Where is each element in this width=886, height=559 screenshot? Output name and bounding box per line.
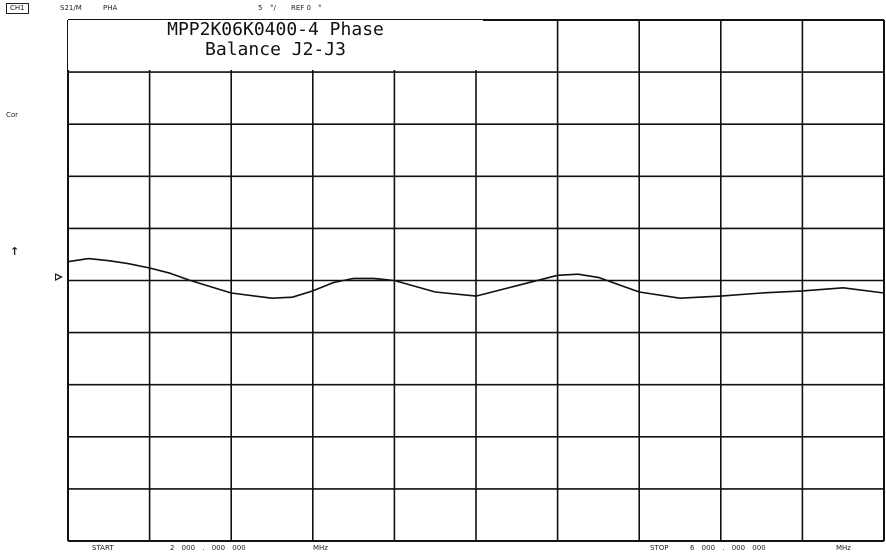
trace-line-0 (67, 257, 885, 300)
scale-unit: °/ (270, 4, 276, 12)
format-label: PHA (103, 4, 118, 12)
measurement-label: S21/M (60, 4, 82, 12)
chart-title-line-1: MPP2K06K0400-4 Phase (167, 19, 384, 40)
chart-title: MPP2K06K0400-4 Phase Balance J2-J3 (68, 20, 483, 70)
reference-arrow-icon: ↑ (10, 245, 20, 258)
start-unit: MHz (313, 544, 328, 552)
channel-label: CH1 (6, 3, 29, 14)
reference-position-marker-icon (55, 273, 63, 281)
start-label: START (92, 544, 114, 552)
reference-label: REF 0 (291, 4, 311, 12)
chart-title-line-2: Balance J2-J3 (205, 39, 346, 60)
stop-frequency-value: 6 000 . 000 000 (690, 544, 766, 552)
scale-value: 5 (258, 4, 263, 12)
stop-label: STOP (650, 544, 669, 552)
stop-unit: MHz (836, 544, 851, 552)
start-frequency-value: 2 000 . 000 000 (170, 544, 246, 552)
reference-unit: ° (318, 4, 322, 12)
correction-label: Cor (6, 111, 19, 119)
